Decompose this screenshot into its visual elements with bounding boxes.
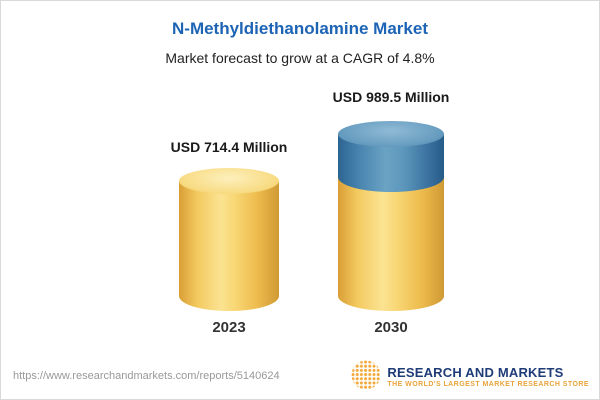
category-label-2023: 2023 — [212, 319, 246, 336]
bar-2023: USD 714.4 Million 2023 — [171, 139, 288, 349]
cylinder-2030 — [338, 121, 444, 311]
globe-icon — [351, 360, 381, 395]
category-label-2030: 2030 — [374, 319, 408, 336]
brand-logo: RESEARCH AND MARKETS THE WORLD'S LARGEST… — [351, 360, 589, 395]
value-label-2030: USD 989.5 Million — [332, 89, 450, 105]
brand-text: RESEARCH AND MARKETS THE WORLD'S LARGEST… — [387, 365, 589, 389]
chart-subtitle: Market forecast to grow at a CAGR of 4.8… — [165, 50, 435, 66]
cylinder-top-2030 — [338, 121, 444, 147]
brand-tagline: THE WORLD'S LARGEST MARKET RESEARCH STOR… — [387, 380, 589, 388]
value-label-2023: USD 714.4 Million — [170, 139, 288, 155]
report-url: https://www.researchandmarkets.com/repor… — [13, 370, 280, 382]
cylinder-top-2023 — [179, 168, 279, 194]
cylinder-2023 — [179, 168, 279, 311]
bar-2030: USD 989.5 Million 2030 — [333, 89, 450, 349]
brand-name: RESEARCH AND MARKETS — [387, 365, 564, 380]
chart-title: N-Methyldiethanolamine Market — [172, 19, 428, 38]
cylinder-body-2023 — [179, 181, 279, 311]
